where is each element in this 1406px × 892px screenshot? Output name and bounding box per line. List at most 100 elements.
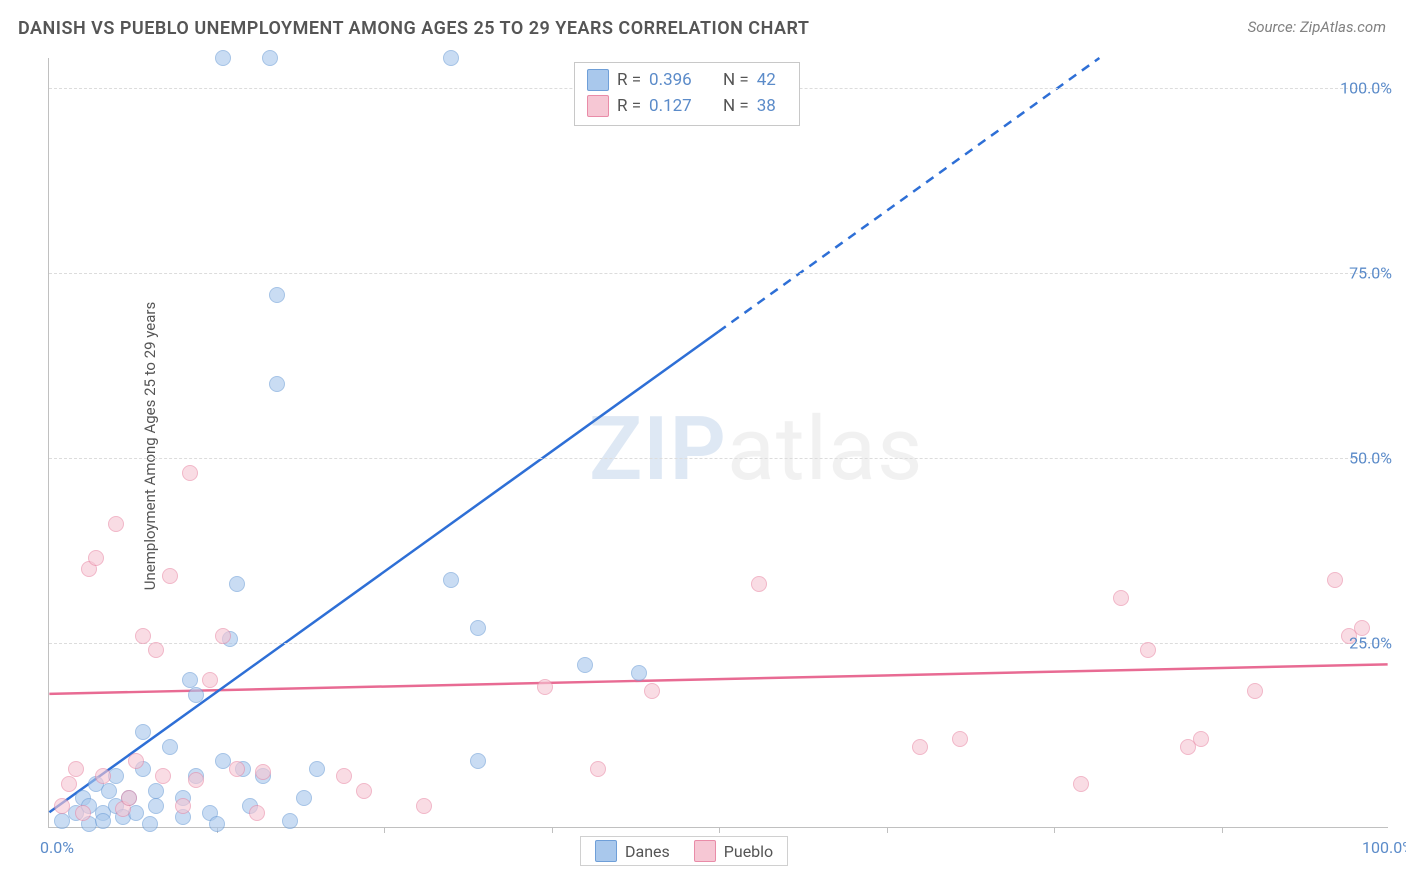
data-point (162, 568, 178, 584)
data-point (1073, 776, 1089, 792)
data-point (577, 657, 593, 673)
legend-row: R = 0.127 N = 38 (587, 93, 787, 119)
data-point (644, 683, 660, 699)
data-point (356, 783, 372, 799)
data-point (209, 816, 225, 832)
data-point (101, 783, 117, 799)
x-tick-label-origin: 0.0% (40, 838, 74, 857)
data-point (175, 798, 191, 814)
data-point (148, 798, 164, 814)
legend-swatch (587, 95, 609, 117)
y-tick-label: 25.0% (1349, 633, 1392, 652)
legend-item: Danes (595, 840, 670, 862)
legend-r-value: 0.396 (649, 70, 709, 90)
x-tick-minor (887, 827, 888, 833)
legend-n-value: 42 (757, 70, 787, 90)
data-point (108, 516, 124, 532)
data-point (590, 761, 606, 777)
legend-swatch (595, 840, 617, 862)
legend-r-label: R = (617, 96, 641, 116)
data-point (912, 739, 928, 755)
legend-label: Danes (625, 842, 670, 861)
x-tick-label-max: 100.0% (1362, 838, 1406, 857)
data-point (282, 813, 298, 829)
data-point (142, 816, 158, 832)
data-point (309, 761, 325, 777)
x-tick-minor (384, 827, 385, 833)
legend-item: Pueblo (694, 840, 773, 862)
data-point (751, 576, 767, 592)
legend-row: R = 0.396 N = 42 (587, 67, 787, 93)
legend-r-label: R = (617, 70, 641, 90)
data-point (54, 798, 70, 814)
trend-line-pueblo (49, 664, 1387, 694)
data-point (182, 465, 198, 481)
gridline-h (49, 273, 1388, 274)
y-tick-label: 50.0% (1349, 448, 1392, 467)
data-point (1193, 731, 1209, 747)
data-point (88, 550, 104, 566)
chart-container: DANISH VS PUEBLO UNEMPLOYMENT AMONG AGES… (0, 0, 1406, 892)
trend-lines-svg (49, 58, 1388, 827)
gridline-h (49, 643, 1388, 644)
legend-n-label: N = (723, 70, 749, 90)
legend-label: Pueblo (724, 842, 773, 861)
data-point (296, 790, 312, 806)
data-point (182, 672, 198, 688)
trend-line-danes-solid (49, 332, 718, 813)
data-point (95, 813, 111, 829)
data-point (255, 764, 271, 780)
data-point (128, 753, 144, 769)
data-point (269, 376, 285, 392)
legend-r-value: 0.127 (649, 96, 709, 116)
x-tick-minor (552, 827, 553, 833)
data-point (229, 576, 245, 592)
data-point (202, 672, 218, 688)
data-point (443, 572, 459, 588)
data-point (162, 739, 178, 755)
data-point (336, 768, 352, 784)
data-point (1113, 590, 1129, 606)
data-point (215, 50, 231, 66)
data-point (443, 50, 459, 66)
legend-n-value: 38 (757, 96, 787, 116)
data-point (1140, 642, 1156, 658)
data-point (470, 620, 486, 636)
data-point (631, 665, 647, 681)
data-point (952, 731, 968, 747)
data-point (61, 776, 77, 792)
legend-swatch (694, 840, 716, 862)
gridline-h (49, 458, 1388, 459)
data-point (249, 805, 265, 821)
x-tick-minor (1054, 827, 1055, 833)
legend-swatch (587, 69, 609, 91)
chart-title: DANISH VS PUEBLO UNEMPLOYMENT AMONG AGES… (18, 18, 809, 39)
y-tick-label: 100.0% (1340, 78, 1392, 97)
data-point (135, 724, 151, 740)
data-point (155, 768, 171, 784)
source-attribution: Source: ZipAtlas.com (1248, 18, 1386, 36)
series-legend: Danes Pueblo (580, 836, 788, 866)
data-point (262, 50, 278, 66)
data-point (95, 768, 111, 784)
data-point (1327, 572, 1343, 588)
data-point (121, 790, 137, 806)
data-point (1247, 683, 1263, 699)
watermark-bold: ZIP (589, 398, 727, 501)
x-tick-minor (1222, 827, 1223, 833)
legend-n-label: N = (723, 96, 749, 116)
watermark-light: atlas (727, 398, 923, 501)
data-point (269, 287, 285, 303)
data-point (188, 687, 204, 703)
plot-area: ZIPatlas (48, 58, 1388, 828)
y-tick-label: 75.0% (1349, 263, 1392, 282)
x-tick-minor (719, 827, 720, 833)
data-point (148, 783, 164, 799)
data-point (229, 761, 245, 777)
correlation-legend: R = 0.396 N = 42 R = 0.127 N = 38 (574, 62, 800, 126)
watermark: ZIPatlas (589, 398, 923, 501)
data-point (188, 772, 204, 788)
data-point (148, 642, 164, 658)
data-point (470, 753, 486, 769)
data-point (135, 628, 151, 644)
